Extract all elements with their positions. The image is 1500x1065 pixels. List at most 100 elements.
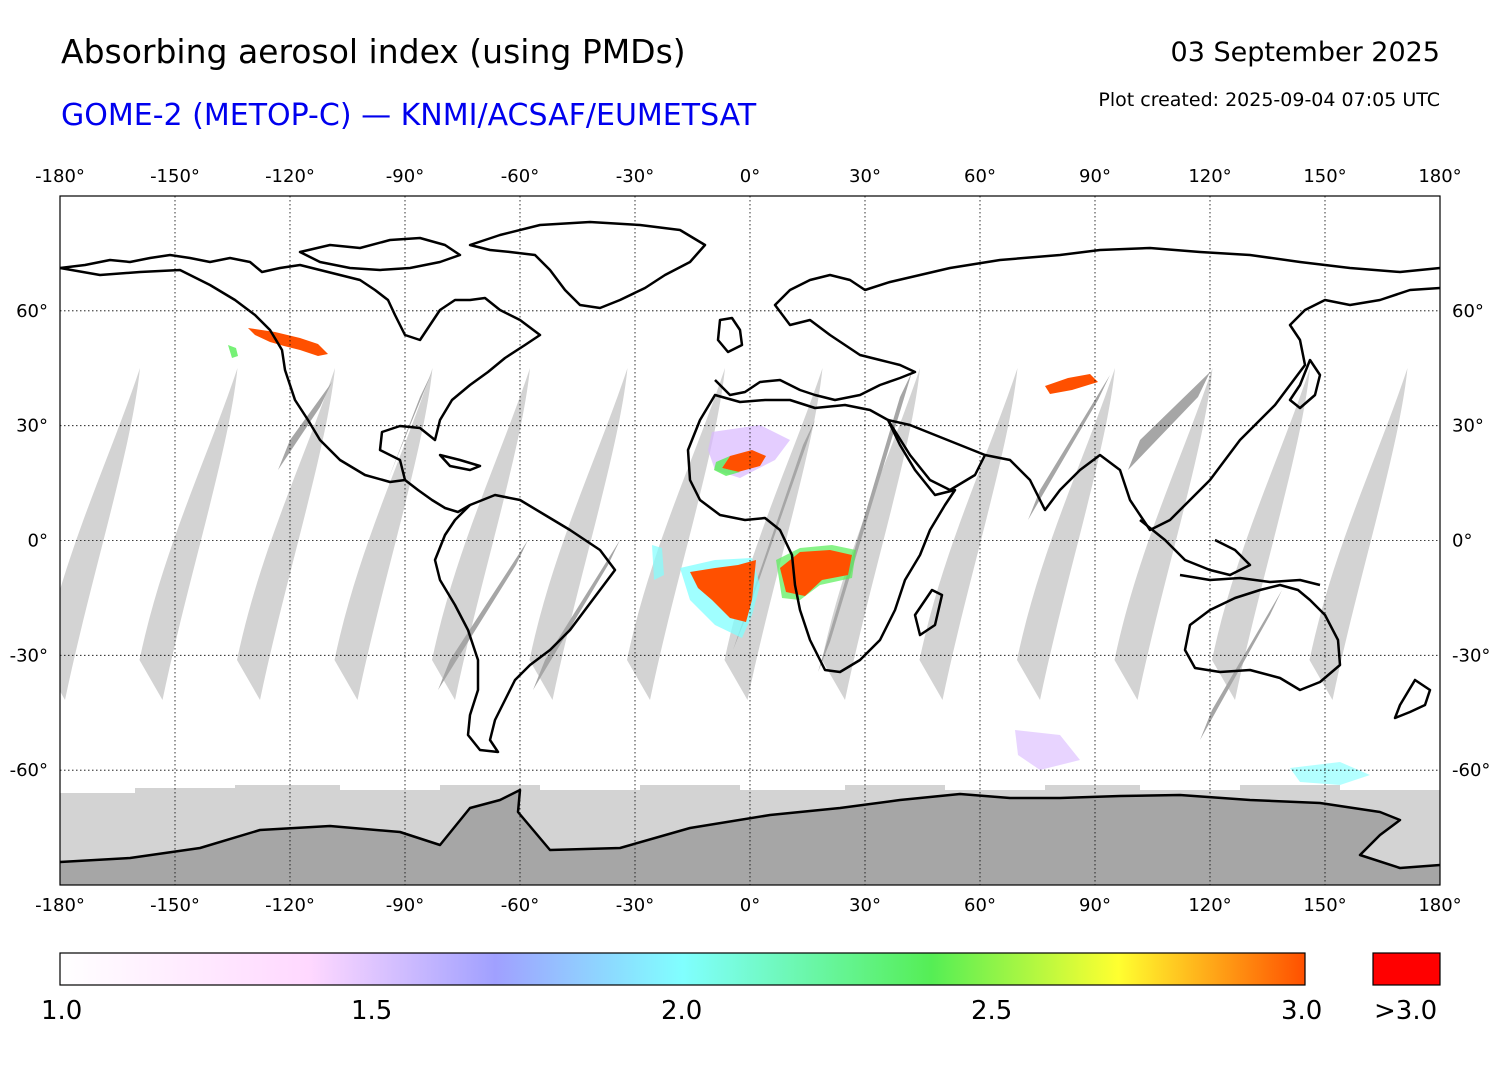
no-data-swath [432, 368, 530, 700]
coastline-antarctica [60, 788, 1440, 870]
coastline-japan [1288, 358, 1322, 410]
graticule [60, 196, 1440, 885]
lon-tick-label: -150° [150, 166, 200, 187]
plume-southern-ocean-east [1290, 762, 1370, 785]
colorbar-tick-label: 2.0 [661, 996, 703, 1026]
no-data-swath [529, 368, 628, 700]
lon-tick-label: 90° [1079, 895, 1111, 916]
no-data-swath-dark [1200, 590, 1282, 740]
lat-tick-label: 60° [16, 301, 48, 322]
no-data-swath [627, 368, 725, 700]
axis-tick-labels: -180° -180° -150° -150° -120° -120° -90° -90° -6… [10, 166, 1491, 916]
plume-sahara-ring [714, 456, 740, 476]
plume-western-canada-edge [228, 345, 238, 358]
no-data-swath [334, 368, 433, 700]
lon-tick-label: -30° [616, 166, 654, 187]
no-data-swath [822, 368, 920, 700]
plume-atlantic [690, 560, 756, 622]
lon-tick-label: 60° [964, 166, 996, 187]
lon-tick-label: -90° [386, 895, 424, 916]
coastline-southeast-asia [1139, 519, 1252, 577]
lon-tick-label: 180° [1418, 166, 1461, 187]
plume-southern-africa [780, 550, 852, 596]
lat-tick-label: 30° [16, 416, 48, 437]
lon-tick-label: 150° [1303, 166, 1346, 187]
lon-tick-label: 30° [849, 166, 881, 187]
plume-southern-ocean [1015, 730, 1080, 770]
coastline-australia [1183, 583, 1342, 692]
lon-tick-label: 150° [1303, 895, 1346, 916]
no-data-swath [1309, 368, 1408, 700]
lon-tick-label: 90° [1079, 166, 1111, 187]
page-title: Absorbing aerosol index (using PMDs) [61, 32, 686, 71]
date-label: 03 September 2025 [1170, 37, 1440, 68]
no-data-swath-dark [818, 372, 912, 672]
created-label: Plot created: 2025-09-04 07:05 UTC [1098, 89, 1440, 111]
colorbar-tick-label: 1.0 [41, 996, 83, 1026]
lat-tick-label: 60° [1452, 301, 1484, 322]
no-data-swath-dark [1128, 372, 1210, 470]
plume-sahara [722, 450, 766, 472]
map-area [60, 196, 1440, 885]
coastline-africa [686, 393, 957, 674]
coastline-uk [716, 316, 744, 354]
coastline-south-america [433, 493, 617, 754]
no-data-swath [1114, 368, 1213, 700]
coastline-asia [984, 286, 1440, 532]
plume-central-asia [1045, 374, 1098, 394]
lat-tick-label: -60° [10, 760, 48, 781]
colorbar-tick-label: 2.5 [971, 996, 1013, 1026]
lat-tick-label: 30° [1452, 416, 1484, 437]
lon-tick-label: -180° [35, 895, 85, 916]
coastline-cuba [438, 453, 482, 472]
lon-tick-label: -120° [265, 166, 315, 187]
lon-tick-label: 30° [849, 895, 881, 916]
coastline-greenland [468, 220, 707, 310]
lat-tick-label: -30° [10, 645, 48, 666]
lon-tick-label: 120° [1188, 166, 1231, 187]
page-subtitle: GOME-2 (METOP-C) — KNMI/ACSAF/EUMETSAT [61, 98, 757, 133]
no-data-swath [1017, 368, 1115, 700]
no-data-swath-dark [438, 540, 528, 690]
colorbar-tick-label: 3.0 [1281, 996, 1323, 1026]
lon-tick-label: 0° [740, 895, 760, 916]
lon-tick-label: -150° [150, 895, 200, 916]
colorbar-tick-label: 1.5 [351, 996, 393, 1026]
no-data-swath-dark [533, 540, 620, 690]
colorbar-over-swatch [1372, 952, 1441, 986]
coastline-indonesia [1179, 573, 1321, 587]
lat-tick-label: -30° [1452, 645, 1490, 666]
colorbar [59, 952, 1306, 986]
lon-tick-label: -30° [616, 895, 654, 916]
no-data-swath-dark [1028, 375, 1110, 520]
coastline-central-america [404, 479, 471, 514]
map-frame [59, 195, 1441, 886]
lon-tick-label: -60° [501, 895, 539, 916]
plume-western-canada [248, 328, 328, 356]
lon-tick-label: -120° [265, 895, 315, 916]
lon-tick-label: -180° [35, 166, 85, 187]
no-data-swath [1212, 368, 1310, 700]
no-data-swath [60, 368, 140, 700]
no-data-swath [237, 368, 335, 700]
lon-tick-label: 120° [1188, 895, 1231, 916]
lat-tick-label: 0° [1452, 531, 1472, 552]
coastline-madagascar [913, 588, 944, 637]
no-data-swath [139, 368, 238, 700]
lon-tick-label: 180° [1418, 895, 1461, 916]
plume-south-america-edge [652, 545, 664, 580]
lon-tick-label: 60° [964, 895, 996, 916]
no-data-swaths-dark [278, 372, 1282, 740]
no-data-swath [919, 368, 1018, 700]
coastline-new-zealand [1393, 678, 1432, 720]
lon-tick-label: -60° [501, 166, 539, 187]
coastline-europe [714, 246, 1440, 402]
coastline-arctic-islands [298, 236, 462, 272]
colorbar-over-label: >3.0 [1374, 996, 1438, 1026]
lat-tick-label: 0° [28, 531, 48, 552]
lon-tick-label: -90° [386, 166, 424, 187]
aerosol-plumes [228, 328, 1370, 785]
lon-tick-label: 0° [740, 166, 760, 187]
lat-tick-label: -60° [1452, 760, 1490, 781]
